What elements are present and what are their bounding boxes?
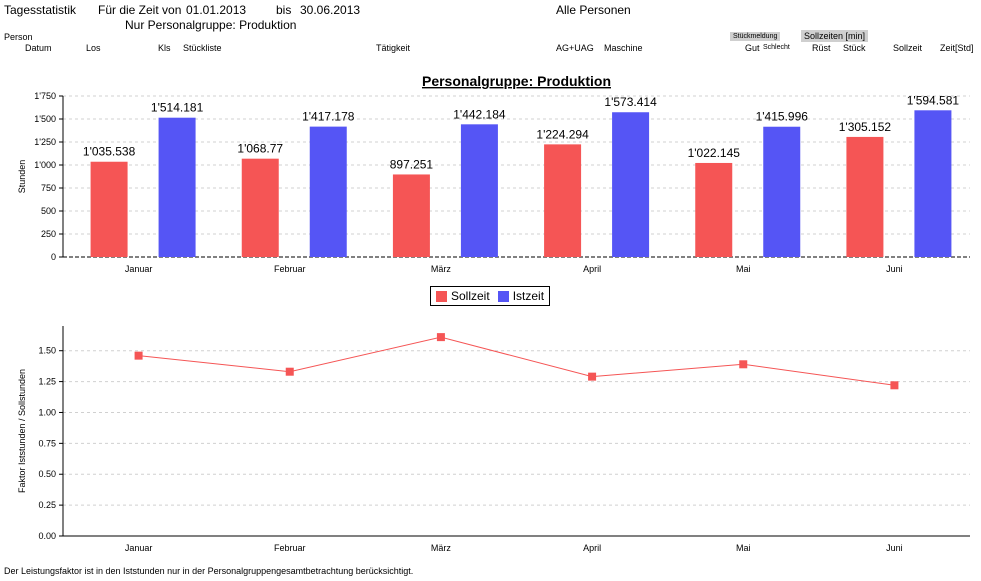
x-tick-label: Juni bbox=[886, 264, 903, 274]
bar-sollzeit bbox=[695, 162, 733, 257]
legend-label-istzeit: Istzeit bbox=[512, 289, 545, 303]
bar-value-label: 1'022.145 bbox=[688, 146, 741, 160]
y-tick-label: 1'500 bbox=[34, 114, 56, 124]
y-tick-label: 0.00 bbox=[38, 531, 56, 541]
y-tick-label: 1'250 bbox=[34, 137, 56, 147]
group-filter: Nur Personalgruppe: Produktion bbox=[125, 18, 297, 32]
persons-filter: Alle Personen bbox=[556, 3, 631, 17]
col-ruest: Rüst bbox=[812, 43, 831, 53]
line-point bbox=[436, 333, 445, 342]
col-sollzeit: Sollzeit bbox=[893, 43, 923, 53]
y-axis-label: Faktor Iststunden / Sollstunden bbox=[17, 369, 27, 493]
col-datum: Datum bbox=[25, 43, 52, 53]
line-point bbox=[588, 372, 597, 381]
bar-sollzeit bbox=[90, 161, 128, 257]
bar-value-label: 1'305.152 bbox=[839, 120, 892, 134]
bar-istzeit bbox=[612, 112, 650, 257]
col-stueck: Stück bbox=[843, 43, 866, 53]
col-taetigkeit: Tätigkeit bbox=[376, 43, 411, 53]
chart-title: Personalgruppe: Produktion bbox=[422, 73, 611, 89]
x-tick-label: April bbox=[583, 264, 601, 274]
bar-istzeit bbox=[914, 110, 952, 257]
y-tick-label: 500 bbox=[41, 206, 56, 216]
line-point bbox=[890, 381, 899, 390]
footer-note: Der Leistungsfaktor ist in den Iststunde… bbox=[4, 566, 414, 576]
bis-label: bis bbox=[276, 3, 292, 17]
col-person: Person bbox=[4, 32, 33, 42]
bar-value-label: 1'224.294 bbox=[536, 127, 589, 141]
line-chart: 0.00 0.25 0.50 0.75 1.00 1.25 1.50 Faktor Istst… bbox=[17, 326, 970, 553]
x-tick-label: März bbox=[431, 543, 451, 553]
col-maschine: Maschine bbox=[604, 43, 643, 53]
x-tick-label: April bbox=[583, 543, 601, 553]
chart-legend: Sollzeit Istzeit bbox=[430, 286, 551, 306]
bar-value-label: 1'417.178 bbox=[302, 110, 355, 124]
bar-chart: Personalgruppe: Produktion 0 250 500 750 1'00… bbox=[17, 73, 970, 274]
y-tick-label: 1.00 bbox=[38, 407, 56, 417]
bar-istzeit bbox=[763, 126, 801, 257]
bar-istzeit bbox=[309, 126, 347, 257]
x-tick-label: Februar bbox=[274, 543, 306, 553]
col-stueckmeldung: Stückmeldung bbox=[730, 32, 781, 41]
x-tick-label: Januar bbox=[125, 543, 153, 553]
bar-value-label: 1'594.581 bbox=[907, 93, 960, 107]
y-tick-label: 750 bbox=[41, 183, 56, 193]
bar-sollzeit bbox=[544, 144, 582, 257]
x-tick-label: Januar bbox=[125, 264, 153, 274]
bar-sollzeit bbox=[846, 136, 884, 257]
y-axis-label: Stunden bbox=[17, 160, 27, 194]
report-title: Tagesstatistik bbox=[4, 3, 77, 17]
x-tick-label: Mai bbox=[736, 264, 751, 274]
col-kls: Kls bbox=[158, 43, 171, 53]
bar-istzeit bbox=[460, 124, 498, 257]
y-tick-label: 0.25 bbox=[38, 500, 56, 510]
line-point bbox=[285, 367, 294, 376]
x-tick-label: Februar bbox=[274, 264, 306, 274]
date-to: 30.06.2013 bbox=[300, 3, 361, 17]
line-point bbox=[739, 360, 748, 369]
col-sollzeiten: Sollzeiten [min] bbox=[801, 30, 869, 42]
x-tick-label: März bbox=[431, 264, 451, 274]
y-tick-label: 250 bbox=[41, 229, 56, 239]
bar-value-label: 1'573.414 bbox=[604, 95, 657, 109]
date-from: 01.01.2013 bbox=[186, 3, 247, 17]
col-gut: Gut bbox=[745, 43, 760, 53]
y-tick-label: 0.75 bbox=[38, 438, 56, 448]
legend-swatch-sollzeit bbox=[436, 290, 447, 302]
y-tick-label: 1'750 bbox=[34, 91, 56, 101]
legend-swatch-istzeit bbox=[497, 290, 509, 302]
bar-value-label: 1'035.538 bbox=[83, 145, 136, 159]
col-schlecht: Schlecht bbox=[763, 44, 790, 51]
bar-value-label: 1'068.77 bbox=[237, 142, 283, 156]
col-zeit-std: Zeit[Std] bbox=[940, 43, 974, 53]
col-los: Los bbox=[86, 43, 101, 53]
y-tick-label: 1'000 bbox=[34, 160, 56, 170]
bar-value-label: 1'514.181 bbox=[151, 101, 204, 115]
period-label: Für die Zeit von bbox=[98, 3, 182, 17]
col-ag-uag: AG+UAG bbox=[556, 43, 594, 53]
line-series bbox=[138, 336, 895, 386]
y-tick-label: 0 bbox=[51, 252, 56, 262]
bar-value-label: 1'442.184 bbox=[453, 107, 506, 121]
x-tick-label: Mai bbox=[736, 543, 751, 553]
col-stueckliste: Stückliste bbox=[183, 43, 222, 53]
bar-value-label: 1'415.996 bbox=[756, 110, 809, 124]
y-tick-label: 1.50 bbox=[38, 346, 56, 356]
y-tick-label: 0.50 bbox=[38, 469, 56, 479]
bar-istzeit bbox=[158, 117, 196, 257]
legend-label-sollzeit: Sollzeit bbox=[451, 289, 490, 303]
x-tick-label: Juni bbox=[886, 543, 903, 553]
bar-sollzeit bbox=[241, 158, 279, 257]
bar-sollzeit bbox=[392, 174, 430, 257]
y-tick-label: 1.25 bbox=[38, 377, 56, 387]
line-point bbox=[134, 351, 143, 360]
bar-value-label: 897.251 bbox=[390, 157, 434, 171]
